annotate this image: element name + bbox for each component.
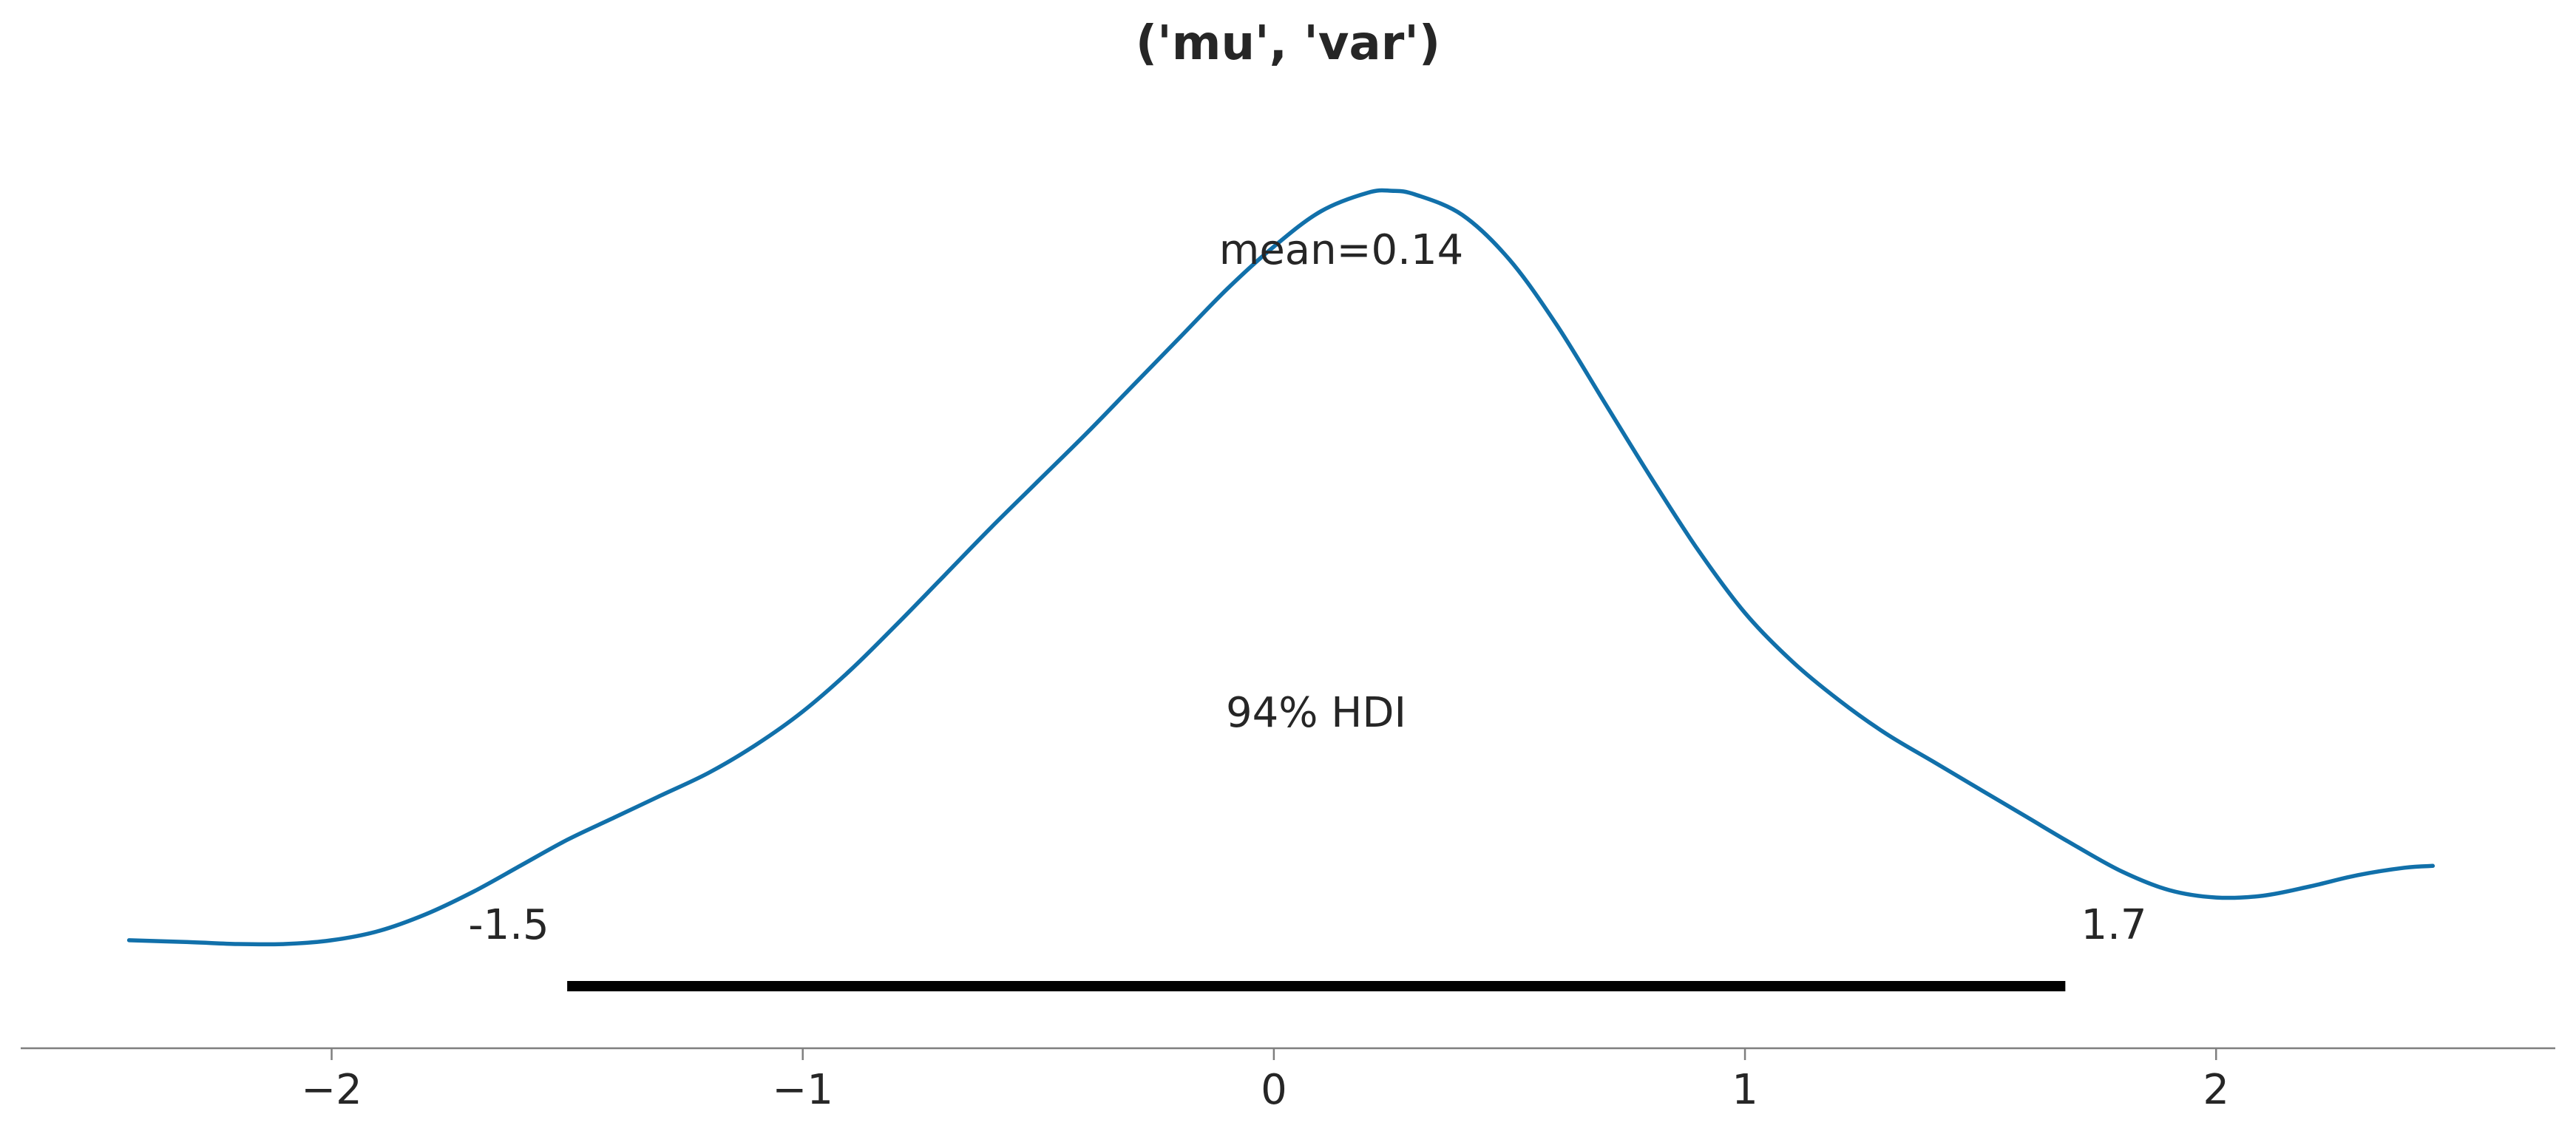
hdi-low-label: -1.5 [468, 901, 549, 949]
x-tick-label: 2 [2203, 1066, 2229, 1114]
x-tick-label: −2 [301, 1066, 362, 1114]
mean-label: mean=0.14 [1219, 226, 1463, 274]
x-tick-label: 1 [1732, 1066, 1758, 1114]
chart-title: ('mu', 'var') [1136, 16, 1440, 71]
x-tick-label: −1 [772, 1066, 833, 1114]
hdi-label: 94% HDI [1226, 689, 1406, 737]
density-curve [126, 188, 2436, 947]
hdi-high-label: 1.7 [2081, 901, 2146, 949]
x-axis-ticks: −2 −1 0 1 2 [301, 1048, 2229, 1114]
x-tick-label: 0 [1261, 1066, 1287, 1114]
